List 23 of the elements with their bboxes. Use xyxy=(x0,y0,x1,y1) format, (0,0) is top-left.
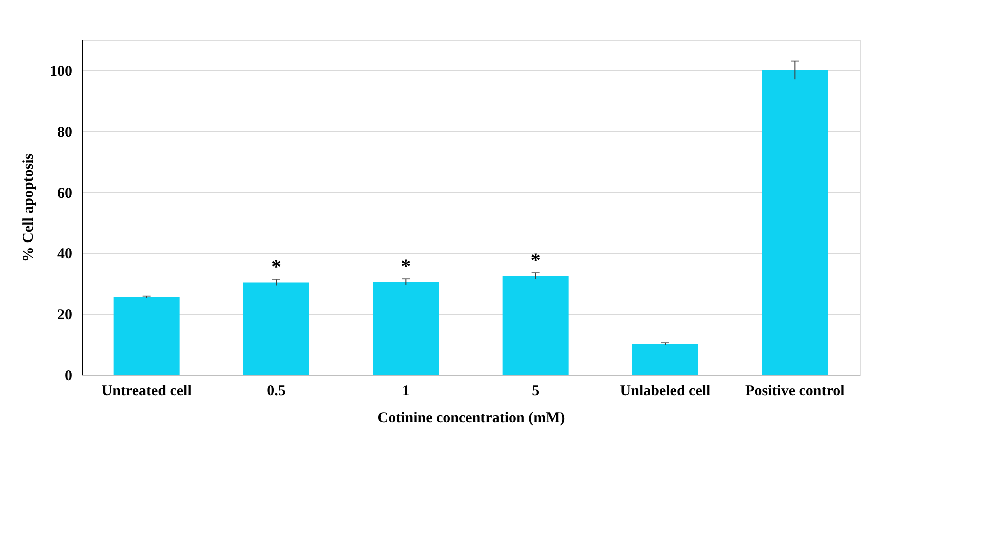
bar xyxy=(373,282,440,375)
y-tick-label: 100 xyxy=(50,64,72,80)
y-tick-label: 0 xyxy=(65,368,72,384)
bar xyxy=(114,297,180,375)
y-tick-label: 80 xyxy=(58,124,72,141)
y-tick-label: 60 xyxy=(58,186,72,202)
x-tick-label: Unlabeled cell xyxy=(620,384,711,400)
bar xyxy=(502,276,569,375)
bar xyxy=(244,282,310,375)
bar xyxy=(762,70,828,375)
annotation: * xyxy=(530,250,541,272)
x-tick-label: 5 xyxy=(532,384,540,400)
x-tick-label: 1 xyxy=(402,384,410,400)
x-tick-label: Positive control xyxy=(746,384,845,400)
x-tick-label: Untreated cell xyxy=(102,384,192,400)
annotation: * xyxy=(272,256,282,279)
annotation: * xyxy=(401,256,412,278)
bar xyxy=(632,344,698,375)
x-tick-label: 0.5 xyxy=(267,384,286,400)
y-axis-title: % Cell apoptosis xyxy=(21,154,37,262)
y-tick-label: 40 xyxy=(58,246,72,263)
y-tick-label: 20 xyxy=(58,308,72,324)
x-axis-title: Cotinine concentration (mM) xyxy=(378,410,566,426)
